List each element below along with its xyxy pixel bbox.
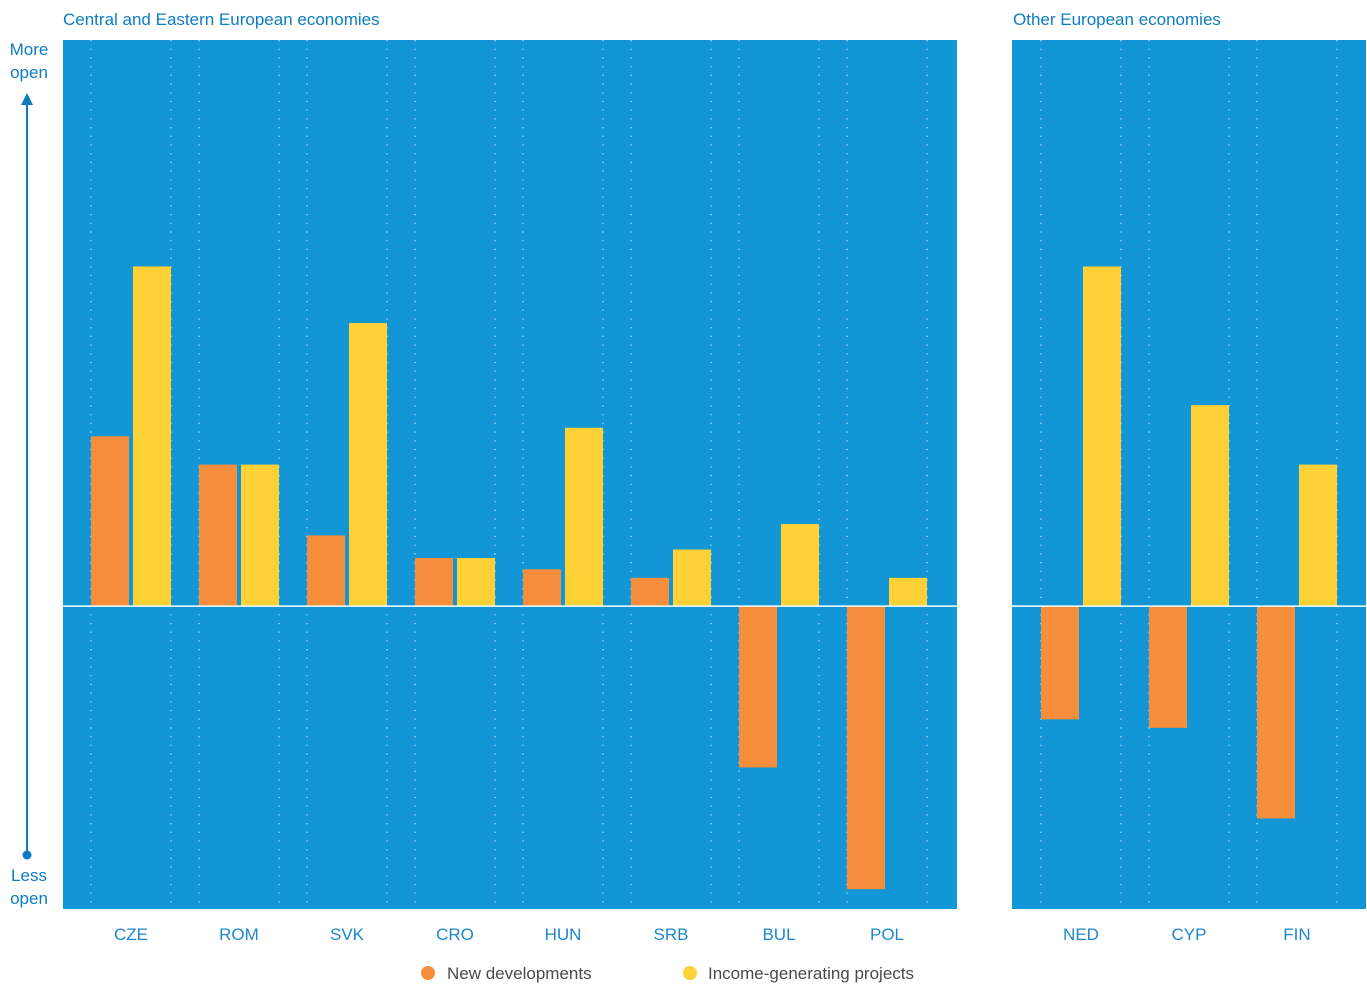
axis-label-open-top: open xyxy=(10,63,48,82)
legend-swatch-new-developments xyxy=(421,966,435,980)
category-label-cro: CRO xyxy=(436,925,474,944)
panel-other: NED CYP FIN xyxy=(1012,40,1366,944)
bar-fin-income-generating xyxy=(1299,464,1337,607)
bar-cro-new-developments xyxy=(415,558,453,607)
bar-srb-new-developments xyxy=(631,577,669,607)
legend: New developments Income-generating proje… xyxy=(421,964,914,983)
category-label-srb: SRB xyxy=(654,925,689,944)
bar-cyp-income-generating xyxy=(1191,405,1229,607)
bar-hun-new-developments xyxy=(523,569,561,607)
axis-label-more: More xyxy=(9,40,49,59)
category-label-cyp: CYP xyxy=(1172,925,1207,944)
legend-label-income-generating: Income-generating projects xyxy=(708,964,914,983)
category-label-rom: ROM xyxy=(219,925,259,944)
category-label-pol: POL xyxy=(870,925,904,944)
bar-cro-income-generating xyxy=(457,558,495,607)
legend-swatch-income-generating xyxy=(683,966,697,980)
category-label-svk: SVK xyxy=(330,925,365,944)
bar-bul-new-developments xyxy=(739,606,777,768)
bar-svk-new-developments xyxy=(307,535,345,607)
bar-svk-income-generating xyxy=(349,323,387,607)
axis-label-open-bottom: open xyxy=(10,889,48,908)
category-label-hun: HUN xyxy=(545,925,582,944)
category-label-ned: NED xyxy=(1063,925,1099,944)
bar-ned-income-generating xyxy=(1083,266,1121,607)
openness-arrow xyxy=(21,93,33,860)
bar-cze-income-generating xyxy=(133,266,171,607)
bar-bul-income-generating xyxy=(781,524,819,607)
bar-cyp-new-developments xyxy=(1149,606,1187,728)
bar-srb-income-generating xyxy=(673,549,711,607)
bar-rom-income-generating xyxy=(241,464,279,607)
legend-label-new-developments: New developments xyxy=(447,964,592,983)
axis-label-less: Less xyxy=(11,866,47,885)
bar-ned-new-developments xyxy=(1041,606,1079,720)
panel-title-cee: Central and Eastern European economies xyxy=(63,10,380,29)
axis-label-less-open: Less open xyxy=(0,864,58,910)
panel-cee: CZE ROM SVK CRO HUN SRB BUL POL xyxy=(63,40,957,944)
bar-fin-new-developments xyxy=(1257,606,1295,819)
bar-pol-new-developments xyxy=(847,606,885,890)
bar-rom-new-developments xyxy=(199,464,237,607)
category-label-fin: FIN xyxy=(1283,925,1310,944)
category-label-bul: BUL xyxy=(762,925,795,944)
bar-hun-income-generating xyxy=(565,427,603,607)
bar-cze-new-developments xyxy=(91,436,129,607)
panel-background xyxy=(63,40,957,909)
bar-pol-income-generating xyxy=(889,577,927,607)
category-label-cze: CZE xyxy=(114,925,148,944)
panel-title-other: Other European economies xyxy=(1013,10,1221,29)
axis-label-more-open: More open xyxy=(0,38,58,84)
